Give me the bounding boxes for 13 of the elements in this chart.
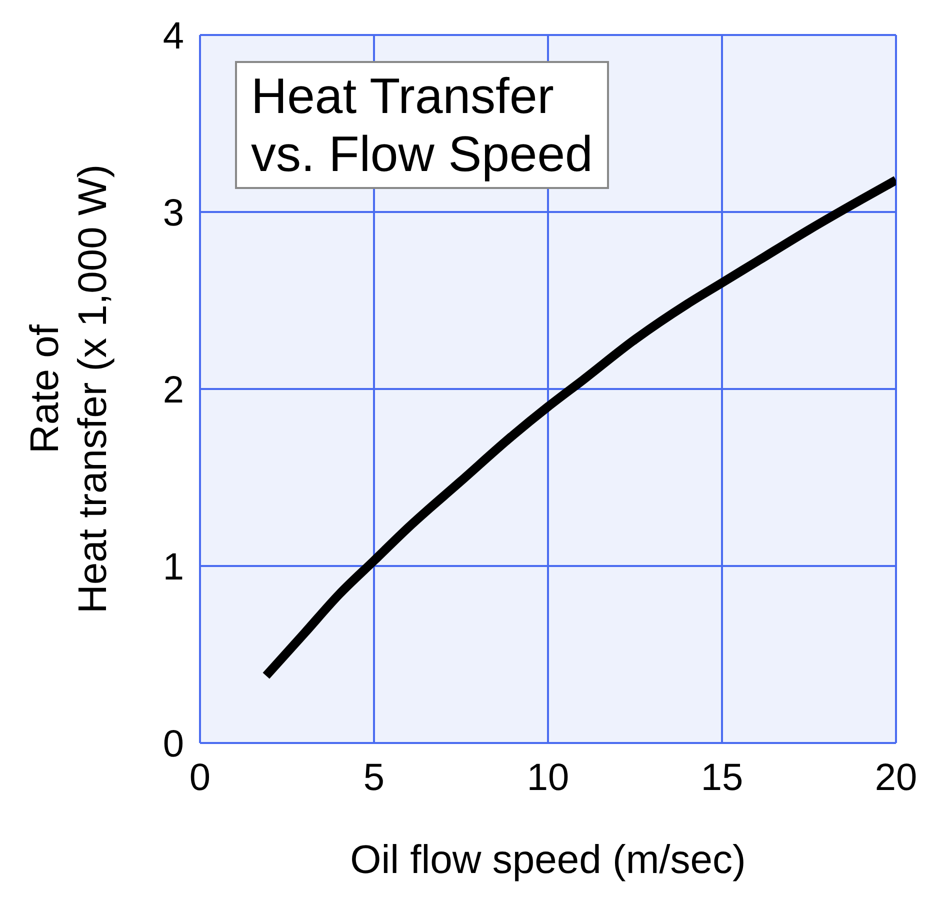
x-tick-label: 15 xyxy=(700,756,744,799)
x-axis-title: Oil flow speed (m/sec) xyxy=(350,838,746,882)
text: Heat Transfer vs. Flow Speed xyxy=(251,67,593,183)
y-tick-label: 2 xyxy=(162,369,184,412)
y-tick-label: 0 xyxy=(162,723,184,766)
y-tick-label: 1 xyxy=(162,546,184,588)
x-tick-label: 5 xyxy=(363,756,385,799)
y-tick-label: 3 xyxy=(162,192,184,234)
x-tick-label: 0 xyxy=(189,756,211,799)
y-axis-title: Rate of Heat transfer (x 1,000 W) xyxy=(23,164,115,614)
x-tick-label: 10 xyxy=(526,756,570,799)
x-tick-label: 20 xyxy=(874,756,918,799)
y-tick-label: 4 xyxy=(162,15,184,58)
